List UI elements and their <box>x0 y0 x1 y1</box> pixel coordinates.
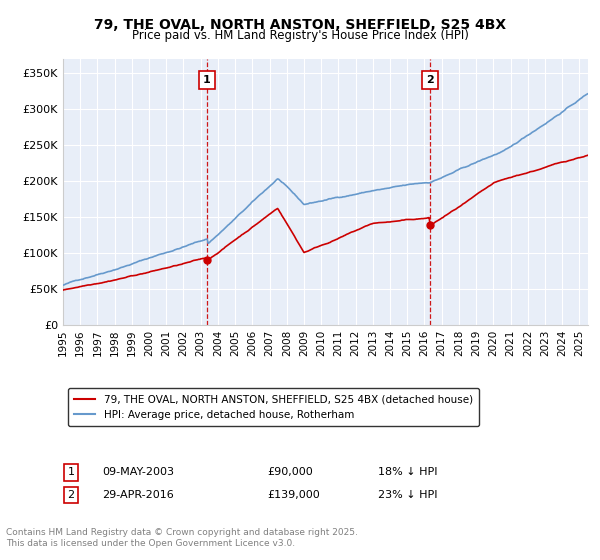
Text: 2: 2 <box>426 76 434 85</box>
Text: 2: 2 <box>67 490 74 500</box>
Text: 18% ↓ HPI: 18% ↓ HPI <box>378 468 437 478</box>
Text: 79, THE OVAL, NORTH ANSTON, SHEFFIELD, S25 4BX: 79, THE OVAL, NORTH ANSTON, SHEFFIELD, S… <box>94 18 506 32</box>
Text: 1: 1 <box>67 468 74 478</box>
Text: £90,000: £90,000 <box>268 468 314 478</box>
Legend: 79, THE OVAL, NORTH ANSTON, SHEFFIELD, S25 4BX (detached house), HPI: Average pr: 79, THE OVAL, NORTH ANSTON, SHEFFIELD, S… <box>68 388 479 426</box>
Text: 23% ↓ HPI: 23% ↓ HPI <box>378 490 437 500</box>
Text: 29-APR-2016: 29-APR-2016 <box>103 490 174 500</box>
Text: 09-MAY-2003: 09-MAY-2003 <box>103 468 175 478</box>
Text: Price paid vs. HM Land Registry's House Price Index (HPI): Price paid vs. HM Land Registry's House … <box>131 29 469 42</box>
Text: £139,000: £139,000 <box>268 490 320 500</box>
Text: 1: 1 <box>203 76 211 85</box>
Text: Contains HM Land Registry data © Crown copyright and database right 2025.
This d: Contains HM Land Registry data © Crown c… <box>6 528 358 548</box>
